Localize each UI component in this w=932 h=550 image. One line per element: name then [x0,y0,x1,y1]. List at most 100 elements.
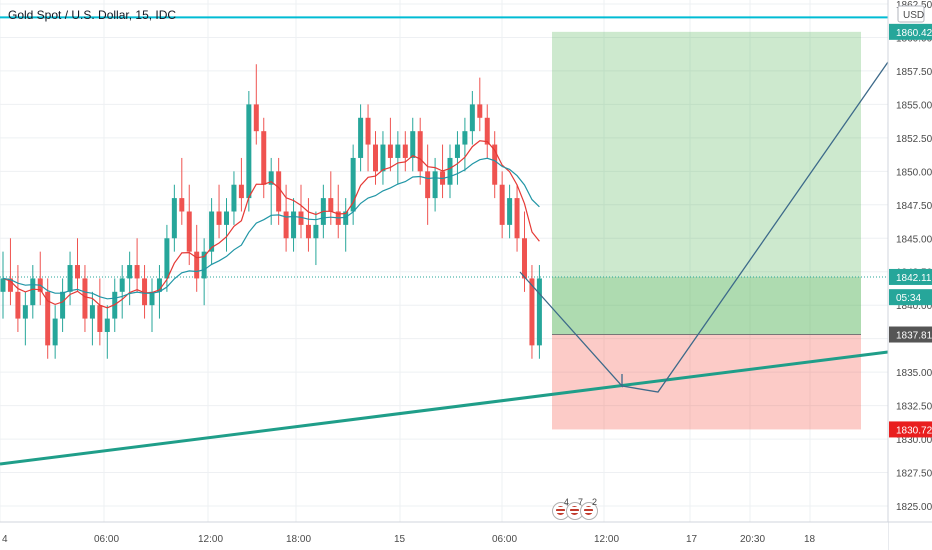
ema-fast-line [2,140,540,309]
candle-body[interactable] [127,265,133,279]
price-badge [889,421,932,438]
candle-body[interactable] [179,198,185,212]
target-zone[interactable] [552,31,861,277]
candle-body[interactable] [283,211,289,239]
candle-body[interactable] [52,318,58,346]
time-axis-label: 17 [686,534,698,545]
candle-body[interactable] [469,104,475,132]
candle-body[interactable] [432,171,438,199]
support-trendline[interactable] [0,350,889,466]
candle-body[interactable] [45,291,51,346]
candle-body[interactable] [395,144,401,158]
projection-arrow-path[interactable] [519,61,889,393]
time-axis-label: 15 [394,534,406,545]
candle-body[interactable] [89,305,95,319]
candle-body[interactable] [246,104,252,199]
candle-body[interactable] [22,305,28,319]
candle-body[interactable] [186,211,192,252]
candle-body[interactable] [373,144,378,172]
price-badge [889,23,932,40]
candle-body[interactable] [261,131,267,185]
candle-body[interactable] [447,157,453,185]
price-badge [889,289,932,306]
candle-body[interactable] [462,131,468,145]
price-axis-label: 1825.00 [896,502,932,513]
candle-body[interactable] [328,198,334,212]
candle-body[interactable] [350,157,356,212]
price-axis-label: 1847.50 [896,201,932,212]
time-axis-label: 12:00 [594,534,619,545]
candle-body[interactable] [156,278,162,292]
candle-body[interactable] [7,278,13,292]
candle-body[interactable] [209,211,215,252]
time-axis-label: 06:00 [492,534,517,545]
price-axis-label: 1840.00 [896,301,932,312]
candle-body[interactable] [149,291,155,306]
price-axis-label: 1845.00 [896,234,932,245]
event-flag-icon[interactable]: 2 [580,497,598,520]
event-count: 4 [564,497,570,507]
candle-body[interactable] [358,117,364,158]
candle-body[interactable] [313,224,319,239]
candle-body[interactable] [529,278,535,346]
time-axis-label: 4 [2,534,8,545]
candle-body[interactable] [499,184,505,225]
price-axis-label: 1855.00 [896,100,932,111]
candle-body[interactable] [410,131,416,158]
candle-body[interactable] [67,265,73,292]
candle-body[interactable] [231,184,237,212]
candle-body[interactable] [298,211,304,225]
candle-body[interactable] [417,131,423,172]
candle-body[interactable] [380,144,386,172]
candle-body[interactable] [291,211,297,239]
candle-body[interactable] [536,278,542,346]
candle-body[interactable] [75,265,80,279]
candle-body[interactable] [492,144,498,185]
candle-body[interactable] [82,278,88,319]
candle-body[interactable] [343,211,349,225]
candle-body[interactable] [194,251,200,279]
candle-body[interactable] [224,211,229,225]
candle-body[interactable] [171,198,177,239]
candle-body[interactable] [201,251,207,279]
candle-body[interactable] [97,305,103,332]
currency-box[interactable] [897,5,925,23]
price-axis-label: 1857.50 [896,67,932,78]
candle-body[interactable] [402,144,408,158]
candle-body[interactable] [268,171,274,185]
time-axis-label: 20:30 [740,534,765,545]
candle-body[interactable] [216,211,222,225]
candle-body[interactable] [507,198,513,225]
candle-body[interactable] [30,278,36,306]
candle-body[interactable] [60,291,66,319]
currency-label: USD [903,10,924,21]
candle-body[interactable] [454,144,460,158]
candle-body[interactable] [142,278,148,306]
candle-body[interactable] [238,184,244,199]
candle-body[interactable] [15,291,21,319]
candle-body[interactable] [119,278,125,292]
price-axis-label: 1852.50 [896,134,932,145]
stop-zone[interactable] [552,334,861,430]
candle-body[interactable] [104,318,110,332]
time-axis-panel [0,522,888,550]
candle-body[interactable] [0,278,6,292]
candle-body[interactable] [425,171,431,199]
price-axis-label: 1827.50 [896,469,932,480]
candle-body[interactable] [484,117,490,145]
candle-body[interactable] [164,238,170,279]
candle-body[interactable] [276,171,282,212]
candle-body[interactable] [134,265,140,279]
candle-body[interactable] [365,117,371,145]
chart-title: Gold Spot / U.S. Dollar, 15, IDC [8,8,177,22]
candle-body[interactable] [305,224,311,239]
candle-body[interactable] [514,198,520,239]
candle-body[interactable] [387,144,393,158]
candle-body[interactable] [253,104,259,132]
candle-body[interactable] [477,104,483,118]
candle-body[interactable] [522,238,527,279]
price-axis-label: 1850.00 [896,167,932,178]
